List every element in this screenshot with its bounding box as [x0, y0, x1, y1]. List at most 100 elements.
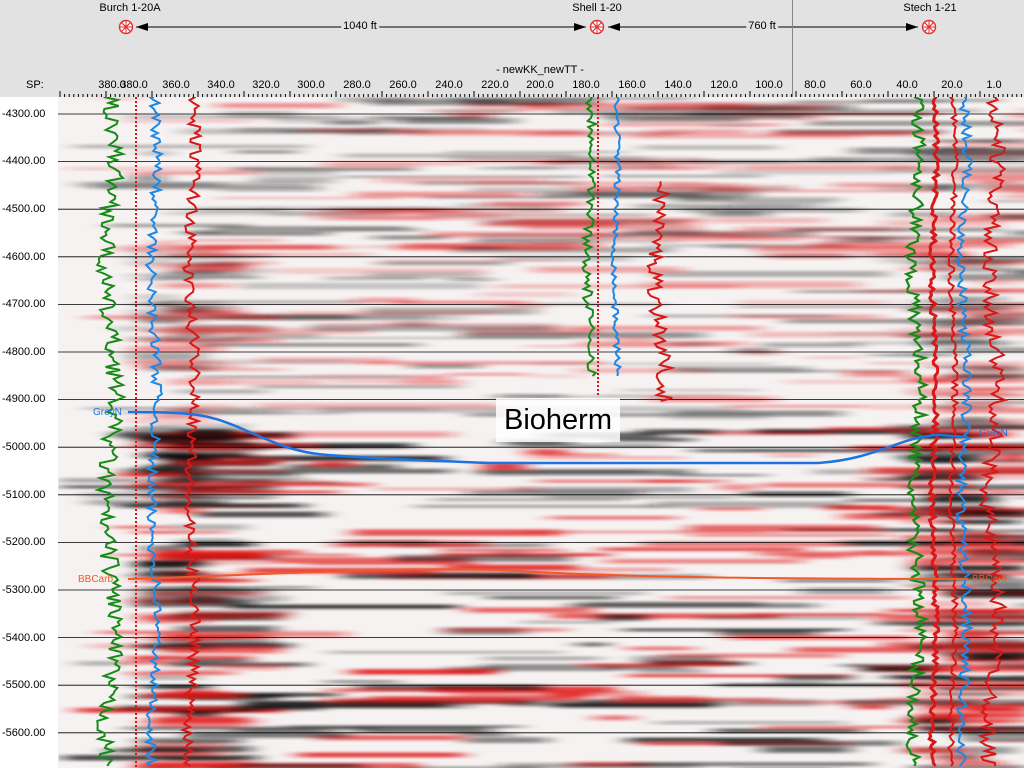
amplitude-streak [849, 236, 901, 244]
horizon-bbcarb[interactable] [127, 568, 969, 580]
amplitude-streak [792, 647, 1024, 653]
amplitude-streak [159, 669, 223, 673]
amplitude-streak [358, 684, 546, 691]
amplitude-streak [370, 98, 597, 106]
amplitude-streak [327, 650, 562, 654]
amplitude-streak [237, 763, 363, 767]
sonic-log-stech [954, 97, 975, 767]
amplitude-streak [215, 407, 434, 411]
amplitude-streak [240, 700, 449, 708]
amplitude-streak [458, 246, 507, 250]
amplitude-streak [647, 244, 754, 248]
amplitude-streak [216, 196, 400, 200]
amplitude-streak [451, 247, 674, 253]
amplitude-streak [107, 223, 249, 228]
amplitude-streak [128, 671, 234, 675]
amplitude-streak [762, 725, 986, 729]
distance-label-2: 760 ft [746, 20, 778, 32]
amplitude-streak [140, 319, 188, 324]
amplitude-streak [1010, 270, 1024, 273]
amplitude-streak [374, 487, 541, 491]
sp-tick: 280.0 [343, 79, 371, 91]
amplitude-streak [963, 708, 1024, 713]
amplitude-streak [645, 281, 859, 289]
amplitude-streak [978, 726, 1024, 730]
amplitude-streak [264, 252, 370, 257]
bioherm-label: Bioherm [496, 398, 620, 442]
amplitude-streak [510, 165, 673, 170]
amplitude-streak [328, 688, 504, 692]
amplitude-streak [155, 637, 273, 645]
amplitude-streak [177, 460, 262, 466]
amplitude-streak [936, 347, 1024, 352]
amplitude-streak [466, 607, 594, 613]
amplitude-streak [469, 238, 594, 244]
amplitude-streak [914, 557, 1024, 564]
amplitude-streak [653, 501, 850, 508]
amplitude-streak [967, 578, 1024, 581]
amplitude-streak [367, 271, 483, 279]
seismic-line-title: - newKK_newTT - [496, 64, 584, 76]
amplitude-streak [443, 97, 691, 100]
amplitude-streak [171, 442, 256, 447]
amplitude-streak [522, 620, 613, 624]
amplitude-streak [499, 406, 746, 412]
amplitude-streak [273, 116, 492, 124]
amplitude-streak [316, 735, 461, 741]
amplitude-streak [635, 229, 704, 235]
amplitude-streak [284, 311, 499, 315]
amplitude-streak [136, 675, 202, 680]
amplitude-streak [904, 375, 960, 382]
amplitude-streak [165, 211, 365, 216]
depth-label: -4500.00 [2, 203, 46, 215]
amplitude-streak [955, 574, 1006, 579]
depth-label: -5500.00 [2, 679, 46, 691]
amplitude-streak [912, 765, 1024, 768]
amplitude-streak [920, 448, 1024, 455]
seismic-section[interactable] [58, 97, 1024, 768]
amplitude-streak [504, 439, 571, 446]
amplitude-streak [913, 470, 965, 476]
amplitude-streak [718, 484, 757, 491]
amplitude-streak [921, 755, 980, 760]
amplitude-streak [937, 687, 1024, 691]
amplitude-streak [603, 174, 764, 178]
horizon-greyn[interactable] [127, 410, 969, 465]
amplitude-streak [254, 385, 460, 389]
amplitude-streak [1022, 557, 1024, 562]
amplitude-streak [667, 596, 907, 599]
amplitude-streak [161, 499, 225, 506]
well-symbol-icon[interactable] [921, 19, 937, 35]
amplitude-streak [497, 394, 565, 398]
amplitude-streak [641, 541, 846, 547]
well-symbol-icon[interactable] [589, 19, 605, 35]
amplitude-streak [713, 728, 863, 733]
amplitude-streak [776, 129, 945, 134]
amplitude-streak [340, 175, 584, 178]
amplitude-streak [464, 327, 597, 335]
amplitude-streak [147, 240, 183, 248]
amplitude-streak [662, 653, 841, 658]
well-symbol-icon[interactable] [118, 19, 134, 35]
amplitude-streak [133, 362, 244, 370]
amplitude-streak [603, 162, 670, 168]
amplitude-streak [718, 740, 899, 746]
amplitude-streak [594, 715, 634, 721]
amplitude-streak [869, 477, 919, 482]
amplitude-streak [180, 595, 285, 602]
amplitude-streak [354, 191, 522, 198]
resistivity-log-burch [179, 97, 204, 767]
amplitude-streak [425, 567, 674, 572]
amplitude-streak [196, 343, 419, 347]
amplitude-streak [761, 746, 851, 753]
depth-label: -4700.00 [2, 298, 46, 310]
amplitude-streak [558, 156, 702, 162]
amplitude-streak [655, 721, 845, 725]
amplitude-streak [902, 485, 969, 489]
amplitude-streak [805, 356, 860, 359]
amplitude-streak [908, 309, 959, 312]
horizon-label-greyn-left: GreyN [93, 407, 122, 418]
amplitude-streak [116, 472, 182, 477]
amplitude-streak [944, 274, 1024, 281]
amplitude-streak [918, 340, 1003, 347]
